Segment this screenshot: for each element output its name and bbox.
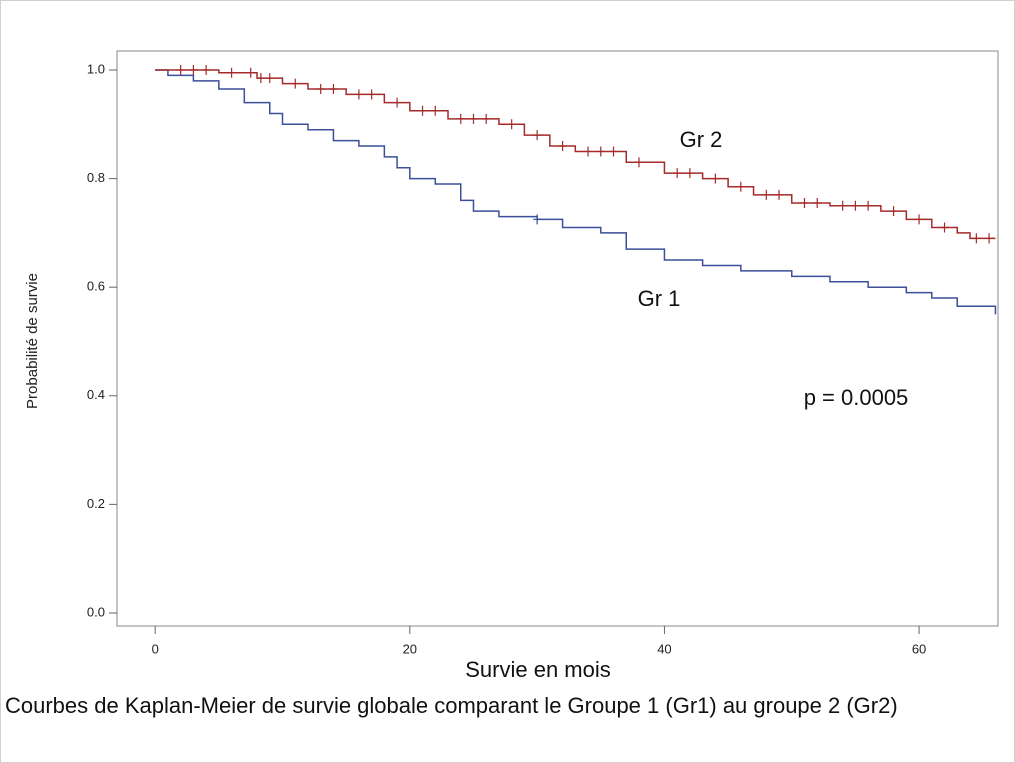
censor-mark [813,198,822,209]
censor-mark [685,168,694,179]
caption: Courbes de Kaplan-Meier de survie global… [5,693,898,718]
censor-mark [800,198,809,209]
plot-frame [116,50,999,627]
censor-mark [985,233,994,244]
censor-mark [851,200,860,211]
censor-mark [915,214,924,225]
censor-mark [246,67,255,78]
censor-mark [418,105,427,116]
censor-mark [227,67,236,78]
y-tick-label: 0.0 [87,604,105,619]
x-tick-label: 20 [403,641,417,656]
censor-mark [329,84,338,95]
censor-mark [864,200,873,211]
y-tick-label: 0.4 [87,387,105,402]
censor-mark [393,97,402,108]
censor-mark [609,146,618,157]
censor-mark [176,65,185,76]
censor-mark [596,146,605,157]
censor-mark [711,173,720,184]
chart: Survie en mois Probabilité de survie Gr … [24,50,999,682]
censor-mark [558,141,567,152]
censor-mark [469,113,478,124]
censor-mark [634,157,643,168]
y-tick-label: 0.2 [87,496,105,511]
x-tick-label: 40 [657,641,671,656]
censor-mark [189,65,198,76]
x-tick-label: 60 [912,641,926,656]
censor-mark [202,65,211,76]
annotation: Gr 1 [638,286,681,311]
annotation: Gr 2 [680,127,723,152]
censor-mark [316,84,325,95]
censor-mark [354,89,363,100]
censor-mark [482,113,491,124]
survival-curve [155,69,996,240]
censor-mark [673,168,682,179]
x-tick-label: 0 [152,641,159,656]
y-tick-label: 0.6 [87,279,105,294]
censor-mark [838,200,847,211]
censor-mark [736,181,745,192]
censor-mark [972,233,981,244]
survival-curve [155,69,997,315]
censor-mark [507,119,516,130]
y-axis-label: Probabilité de survie [24,273,41,409]
censor-mark [431,105,440,116]
censor-mark [291,78,300,89]
censor-mark [256,73,265,84]
censor-mark [889,206,898,217]
censor-mark [533,214,542,225]
censor-mark [367,89,376,100]
censor-mark [940,222,949,233]
censor-mark [762,189,771,200]
censor-mark [533,130,542,141]
y-tick-label: 1.0 [87,61,105,76]
censor-mark [265,73,274,84]
censor-mark [456,113,465,124]
censor-mark [775,189,784,200]
x-axis-label: Survie en mois [465,657,611,682]
censor-mark [584,146,593,157]
y-tick-label: 0.8 [87,170,105,185]
annotation: p = 0.0005 [804,385,909,410]
